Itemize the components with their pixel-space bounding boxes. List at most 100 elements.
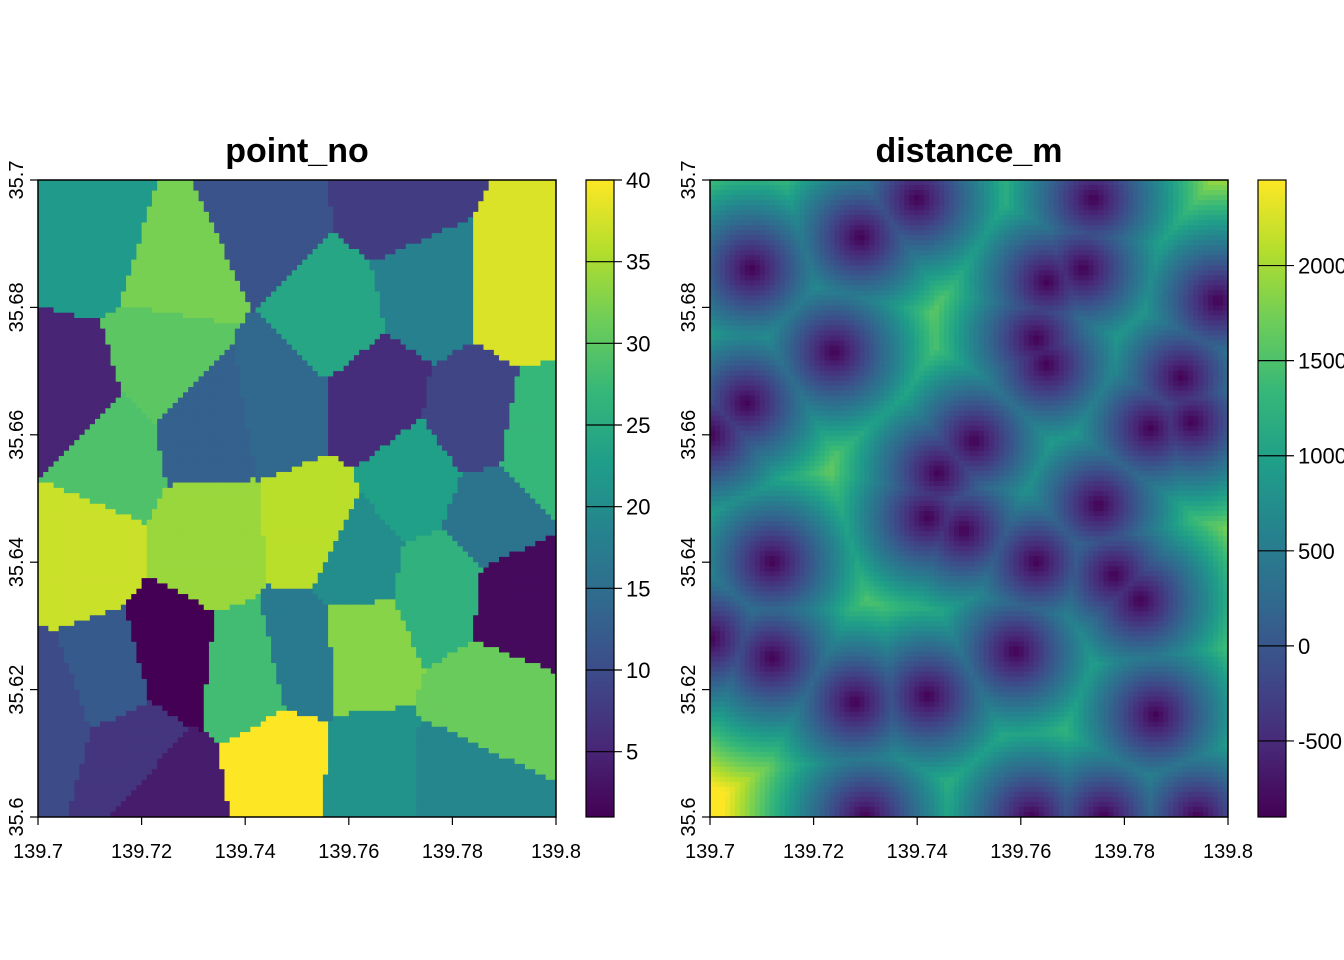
raster-cell bbox=[353, 180, 360, 186]
raster-cell bbox=[234, 387, 241, 393]
raster-cell bbox=[260, 227, 267, 234]
raster-cell bbox=[136, 264, 143, 271]
raster-cell bbox=[84, 387, 91, 393]
raster-cell bbox=[110, 397, 117, 404]
raster-cell bbox=[493, 296, 500, 303]
raster-cell bbox=[535, 318, 542, 324]
raster-cell bbox=[509, 270, 516, 277]
raster-cell bbox=[317, 381, 324, 388]
raster-cell bbox=[405, 259, 412, 266]
raster-cell bbox=[105, 243, 112, 250]
raster-cell bbox=[240, 201, 246, 208]
raster-cell bbox=[224, 206, 231, 213]
raster-cell bbox=[499, 333, 505, 340]
raster-cell bbox=[364, 195, 371, 202]
raster-cell bbox=[535, 323, 542, 330]
raster-cell bbox=[426, 185, 433, 192]
raster-cell bbox=[442, 376, 448, 383]
raster-cell bbox=[364, 349, 371, 356]
raster-cell bbox=[198, 402, 205, 409]
raster-cell bbox=[353, 217, 360, 224]
raster-cell bbox=[405, 360, 412, 367]
raster-cell bbox=[504, 387, 510, 393]
raster-cell bbox=[483, 328, 490, 335]
raster-cell bbox=[478, 333, 485, 340]
raster-cell bbox=[317, 211, 324, 218]
raster-cell bbox=[177, 201, 184, 208]
raster-cell bbox=[426, 286, 433, 293]
raster-cell bbox=[322, 397, 329, 404]
raster-cell bbox=[442, 243, 448, 250]
raster-cell bbox=[447, 259, 453, 266]
raster-cell bbox=[240, 222, 246, 229]
raster-cell bbox=[473, 307, 479, 314]
raster-cell bbox=[146, 222, 153, 229]
raster-cell bbox=[234, 312, 241, 319]
raster-cell bbox=[224, 201, 231, 208]
raster-cell bbox=[333, 275, 340, 282]
raster-cell bbox=[265, 206, 272, 213]
raster-cell bbox=[177, 249, 184, 255]
raster-cell bbox=[395, 397, 402, 404]
raster-cell bbox=[421, 312, 428, 319]
raster-cell bbox=[203, 312, 210, 319]
raster-cell bbox=[260, 402, 267, 409]
raster-cell bbox=[421, 355, 428, 362]
raster-cell bbox=[333, 387, 340, 393]
raster-cell bbox=[58, 365, 65, 372]
raster-cell bbox=[328, 254, 334, 261]
raster-cell bbox=[338, 185, 345, 192]
raster-cell bbox=[94, 440, 101, 447]
raster-cell bbox=[343, 201, 350, 208]
raster-cell bbox=[540, 296, 547, 303]
raster-cell bbox=[245, 233, 251, 239]
raster-cell bbox=[177, 371, 184, 378]
raster-cell bbox=[452, 211, 459, 218]
raster-cell bbox=[338, 328, 345, 335]
raster-cell bbox=[105, 185, 112, 192]
raster-cell bbox=[255, 392, 262, 399]
raster-cell bbox=[229, 355, 236, 362]
raster-cell bbox=[291, 328, 298, 335]
raster-cell bbox=[240, 185, 246, 192]
raster-cell bbox=[545, 249, 552, 255]
raster-cell bbox=[48, 328, 55, 335]
raster-cell bbox=[245, 243, 251, 250]
raster-cell bbox=[410, 238, 417, 245]
raster-cell bbox=[183, 243, 189, 250]
raster-cell bbox=[58, 402, 65, 409]
raster-cell bbox=[400, 376, 407, 383]
raster-cell bbox=[286, 249, 293, 255]
raster-cell bbox=[115, 270, 122, 277]
raster-cell bbox=[240, 371, 246, 378]
raster-cell bbox=[234, 195, 241, 202]
raster-cell bbox=[167, 238, 174, 245]
raster-cell bbox=[115, 318, 122, 324]
raster-cell bbox=[53, 328, 60, 335]
raster-cell bbox=[499, 387, 505, 393]
raster-cell bbox=[281, 371, 288, 378]
raster-cell bbox=[328, 259, 334, 266]
raster-cell bbox=[151, 195, 158, 202]
raster-cell bbox=[348, 217, 355, 224]
raster-cell bbox=[120, 185, 127, 192]
raster-cell bbox=[312, 227, 319, 234]
raster-cell bbox=[100, 302, 106, 308]
raster-cell bbox=[48, 302, 55, 308]
raster-cell bbox=[89, 312, 96, 319]
raster-cell bbox=[162, 195, 169, 202]
raster-cell bbox=[214, 233, 220, 239]
raster-cell bbox=[535, 180, 542, 186]
raster-cell bbox=[509, 397, 516, 404]
raster-cell bbox=[276, 434, 283, 441]
raster-cell bbox=[550, 349, 556, 356]
raster-cell bbox=[462, 302, 469, 308]
raster-cell bbox=[447, 185, 453, 192]
raster-cell bbox=[426, 180, 433, 186]
raster-cell bbox=[405, 291, 412, 298]
raster-cell bbox=[162, 333, 169, 340]
raster-cell bbox=[545, 222, 552, 229]
raster-cell bbox=[198, 190, 205, 197]
raster-cell bbox=[53, 264, 60, 271]
raster-cell bbox=[126, 312, 132, 319]
